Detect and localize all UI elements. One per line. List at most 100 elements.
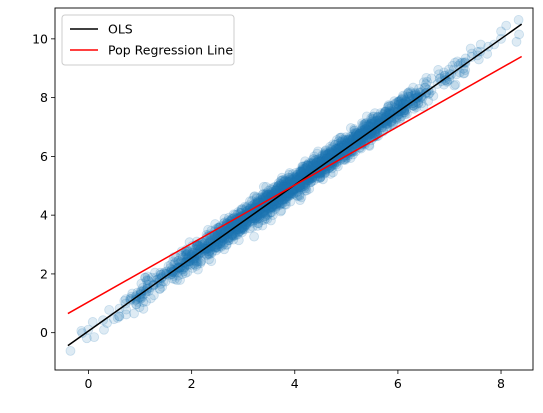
- scatter-point: [413, 83, 424, 94]
- scatter-point: [350, 128, 361, 138]
- scatter-point: [114, 311, 124, 322]
- scatter-point: [166, 265, 177, 276]
- scatter-point: [369, 117, 380, 128]
- scatter-point: [360, 128, 370, 138]
- scatter-point: [180, 250, 191, 261]
- scatter-point: [196, 244, 207, 254]
- scatter-point: [317, 150, 328, 160]
- scatter-point: [350, 129, 361, 140]
- scatter-point: [209, 238, 220, 249]
- scatter-point: [281, 199, 291, 210]
- scatter-point: [184, 256, 195, 267]
- scatter-point: [219, 237, 230, 248]
- scatter-point: [338, 139, 349, 150]
- scatter-point: [317, 159, 327, 169]
- scatter-point: [315, 172, 326, 183]
- scatter-point: [170, 257, 181, 268]
- scatter-point: [272, 183, 283, 194]
- scatter-point: [344, 134, 354, 145]
- scatter-point: [156, 272, 167, 283]
- scatter-point: [460, 65, 471, 75]
- scatter-point: [288, 189, 299, 199]
- scatter-point: [358, 121, 369, 132]
- scatter-point: [300, 181, 311, 192]
- scatter-point: [326, 144, 337, 155]
- scatter-point: [131, 299, 142, 310]
- scatter-point: [320, 146, 331, 156]
- scatter-point: [324, 146, 335, 157]
- scatter-point: [270, 200, 281, 211]
- scatter-point: [233, 227, 244, 238]
- scatter-point: [155, 267, 166, 278]
- scatter-point: [386, 113, 396, 124]
- scatter-point: [142, 271, 153, 282]
- scatter-point: [345, 138, 356, 149]
- scatter-point: [328, 150, 339, 161]
- scatter-point: [259, 208, 270, 219]
- scatter-point: [331, 144, 342, 155]
- scatter-point: [439, 67, 449, 78]
- scatter-point: [475, 46, 486, 57]
- scatter-point: [304, 183, 315, 194]
- scatter-point: [226, 230, 237, 241]
- scatter-point: [377, 108, 388, 119]
- scatter-point: [375, 111, 386, 122]
- scatter-point: [157, 272, 168, 282]
- scatter-point: [320, 148, 331, 159]
- scatter-point: [375, 108, 386, 118]
- scatter-point: [341, 132, 351, 143]
- legend: OLS Pop Regression Line: [61, 14, 235, 66]
- scatter-point: [313, 157, 324, 168]
- scatter-point: [356, 125, 367, 136]
- scatter-point: [336, 137, 347, 148]
- scatter-point: [196, 255, 207, 266]
- scatter-point: [266, 201, 277, 212]
- scatter-point: [267, 202, 278, 213]
- scatter-point: [325, 168, 336, 179]
- scatter-point: [356, 134, 367, 145]
- scatter-point: [266, 187, 277, 198]
- scatter-point: [227, 230, 237, 240]
- scatter-point: [271, 201, 282, 211]
- y-tick-label: 2: [40, 266, 48, 281]
- scatter-point: [373, 118, 383, 129]
- scatter-point: [395, 114, 405, 125]
- scatter-point: [168, 256, 179, 267]
- scatter-point: [262, 214, 273, 224]
- scatter-point: [262, 189, 273, 200]
- scatter-point: [141, 275, 152, 286]
- scatter-point: [285, 196, 296, 207]
- scatter-point: [270, 204, 281, 214]
- scatter-point: [334, 140, 345, 151]
- scatter-point: [310, 154, 321, 165]
- scatter-point: [381, 106, 391, 117]
- scatter-point: [369, 125, 380, 136]
- scatter-point: [396, 95, 406, 105]
- scatter-point: [331, 135, 342, 145]
- scatter-point: [340, 137, 351, 148]
- scatter-point: [408, 82, 419, 93]
- scatter-point: [299, 166, 310, 177]
- scatter-point: [237, 227, 247, 238]
- scatter-point: [267, 184, 277, 195]
- scatter-point: [262, 209, 273, 220]
- scatter-point: [169, 259, 180, 269]
- scatter-point: [280, 199, 290, 210]
- scatter-point: [394, 96, 404, 107]
- scatter-point: [223, 233, 233, 244]
- scatter-point: [281, 179, 292, 189]
- scatter-point: [188, 258, 199, 269]
- scatter-point: [195, 256, 206, 267]
- scatter-point: [360, 118, 371, 129]
- scatter-point: [284, 170, 294, 180]
- scatter-point: [275, 206, 286, 217]
- scatter-point: [140, 272, 150, 283]
- scatter-point: [223, 235, 234, 246]
- scatter-point: [195, 244, 206, 255]
- scatter-point: [303, 161, 313, 172]
- scatter-point: [344, 131, 355, 142]
- scatter-point: [329, 145, 339, 156]
- scatter-point: [363, 121, 374, 132]
- scatter-point: [257, 208, 268, 218]
